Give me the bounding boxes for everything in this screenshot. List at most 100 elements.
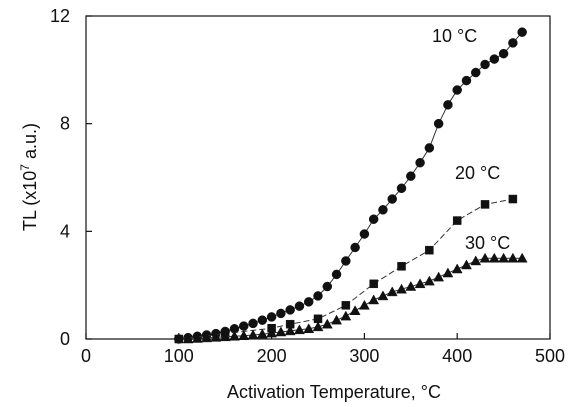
data-point-circle	[489, 54, 500, 64]
data-point-circle	[285, 305, 295, 315]
data-point-triangle	[423, 275, 435, 286]
data-point-circle	[424, 143, 435, 153]
data-point-circle	[266, 312, 277, 322]
data-point-circle	[508, 38, 518, 48]
data-point-triangle	[182, 333, 194, 344]
data-point-circle	[387, 194, 397, 204]
data-point-triangle	[414, 278, 426, 289]
data-point-circle	[313, 291, 323, 301]
data-point-triangle	[210, 331, 222, 342]
data-point-circle	[359, 229, 370, 239]
data-point-triangle	[358, 299, 370, 310]
series-label-10c: 10 °C	[432, 26, 477, 46]
series-group	[174, 27, 528, 344]
data-point-circle	[461, 75, 472, 86]
data-point-circle	[294, 301, 305, 311]
series-1	[174, 194, 518, 344]
y-tick-label: 12	[50, 6, 70, 26]
data-point-circle	[471, 67, 481, 78]
data-point-triangle	[405, 280, 417, 291]
data-point-triangle	[507, 252, 519, 263]
data-point-circle	[480, 59, 490, 70]
data-point-square	[174, 334, 184, 344]
data-point-triangle	[461, 259, 472, 270]
y-axis-title: TL (x107 a.u.)	[18, 123, 40, 231]
data-point-circle	[257, 315, 268, 325]
data-point-square	[425, 245, 434, 255]
data-point-circle	[498, 48, 509, 59]
series-line-1	[178, 198, 513, 340]
data-point-triangle	[256, 328, 268, 339]
data-point-triangle	[349, 305, 361, 315]
data-point-triangle	[433, 271, 445, 282]
data-point-circle	[433, 118, 444, 129]
data-point-circle	[303, 297, 314, 307]
data-point-square	[452, 216, 462, 225]
data-point-square	[369, 279, 378, 289]
series-label-20c: 20 °C	[455, 163, 500, 183]
data-point-circle	[517, 27, 527, 37]
data-point-circle	[415, 157, 425, 168]
y-axis-title-prefix: TL (x10	[20, 171, 40, 231]
data-point-triangle	[470, 255, 482, 266]
data-point-triangle	[321, 318, 333, 329]
data-point-circle	[239, 321, 249, 331]
x-axis-title: Activation Temperature, °C	[227, 382, 441, 402]
data-point-circle	[248, 318, 258, 329]
data-point-triangle	[516, 252, 528, 263]
series-line-0	[178, 31, 523, 340]
data-point-circle	[378, 205, 388, 215]
series-label-30c: 30 °C	[465, 233, 510, 253]
data-point-triangle	[201, 332, 213, 343]
data-point-triangle	[266, 327, 278, 338]
data-point-triangle	[312, 321, 324, 332]
x-tick-label: 0	[81, 346, 91, 366]
series-2	[182, 252, 528, 344]
y-tick-label: 0	[60, 329, 70, 349]
data-point-triangle	[377, 290, 389, 301]
data-point-circle	[452, 85, 462, 95]
data-point-circle	[443, 100, 453, 110]
x-tick-label: 400	[442, 346, 472, 366]
data-point-circle	[341, 256, 351, 266]
data-point-circle	[350, 242, 360, 253]
series-0	[174, 27, 527, 344]
data-point-triangle	[294, 324, 305, 335]
data-point-circle	[396, 183, 407, 194]
data-point-triangle	[275, 326, 287, 337]
data-point-circle	[322, 281, 333, 292]
x-tick-label: 500	[535, 346, 565, 366]
data-point-square	[508, 194, 518, 204]
plot-frame	[85, 15, 551, 340]
data-point-circle	[368, 214, 379, 224]
data-point-triangle	[303, 323, 315, 334]
x-tick-label: 300	[349, 346, 379, 366]
data-point-triangle	[219, 331, 231, 342]
data-point-triangle	[368, 294, 380, 305]
labels: Activation Temperature, °C TL (x107 a.u.…	[18, 26, 510, 402]
y-tick-label: 8	[60, 114, 70, 134]
data-point-triangle	[442, 267, 454, 278]
data-point-triangle	[340, 310, 352, 321]
data-point-triangle	[331, 314, 342, 325]
axes: 0 100 200 300 400 500 0 4 8 12	[50, 6, 565, 366]
y-axis-title-superscript: 7	[18, 164, 32, 171]
x-tick-label: 200	[257, 346, 287, 366]
data-point-triangle	[238, 330, 250, 341]
data-point-square	[480, 200, 490, 209]
y-tick-label: 4	[60, 221, 70, 241]
data-point-triangle	[191, 332, 203, 343]
x-tick-label: 100	[164, 346, 194, 366]
data-point-square	[397, 262, 406, 271]
data-point-triangle	[479, 252, 491, 263]
data-point-triangle	[386, 286, 398, 297]
data-point-triangle	[488, 252, 500, 263]
data-point-triangle	[247, 329, 259, 340]
data-point-circle	[331, 269, 342, 280]
data-point-square	[341, 301, 351, 310]
data-point-triangle	[396, 283, 407, 294]
data-point-triangle	[451, 263, 463, 274]
data-point-circle	[406, 171, 416, 181]
